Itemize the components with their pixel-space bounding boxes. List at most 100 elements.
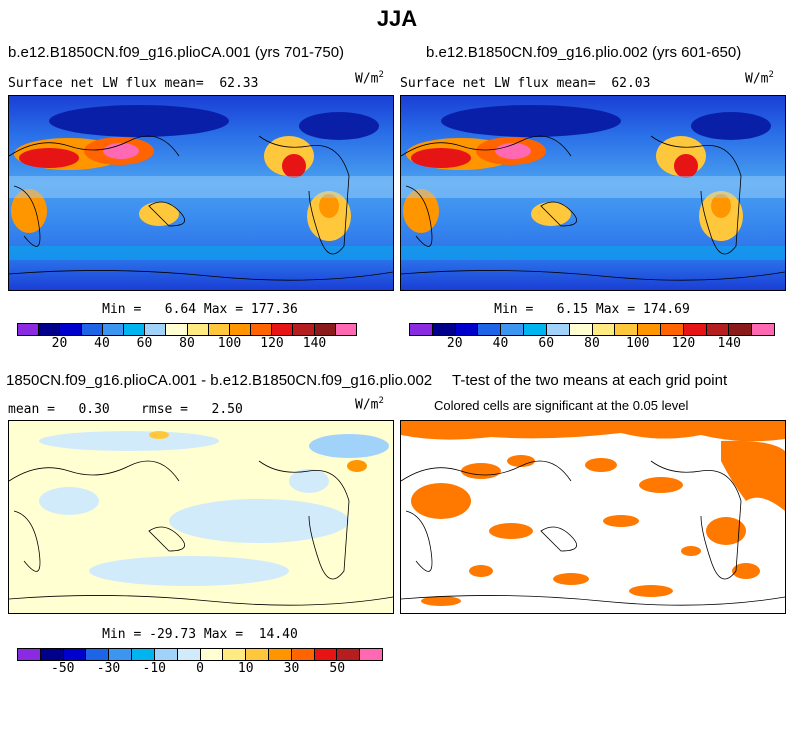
colorbar-swatch bbox=[246, 649, 269, 660]
colorbar-swatch bbox=[592, 324, 616, 335]
panel1-field bbox=[9, 96, 393, 290]
colorbar-tick-label: 120 bbox=[671, 336, 696, 351]
panel2-map bbox=[400, 95, 786, 291]
colorbar-swatch bbox=[314, 324, 336, 335]
panel1-colorbar-labels: 20 40 60 80 100 120 140 bbox=[17, 336, 357, 352]
colorbar-tick-label: 140 bbox=[717, 336, 741, 351]
panel1-title: b.e12.B1850CN.f09_g16.plioCA.001 (yrs 70… bbox=[8, 44, 345, 61]
colorbar-tick-label: 120 bbox=[260, 336, 284, 351]
colorbar-swatch bbox=[268, 649, 292, 660]
colorbar-swatch bbox=[81, 324, 103, 335]
colorbar-swatch bbox=[86, 649, 110, 660]
panel1-colorbar: 20 40 60 80 100 120 140 bbox=[17, 323, 357, 352]
colorbar-swatch bbox=[187, 324, 209, 335]
colorbar-swatch bbox=[60, 324, 82, 335]
panel4-map bbox=[400, 420, 786, 614]
colorbar-tick-label: 30 bbox=[283, 661, 300, 676]
colorbar-swatch bbox=[615, 324, 639, 335]
colorbar-swatch bbox=[432, 324, 456, 335]
colorbar-tick-label: -50 bbox=[51, 661, 75, 676]
colorbar-swatch bbox=[102, 324, 124, 335]
panel2-colorbar-labels: 20 40 60 80 100 120 140 bbox=[409, 336, 775, 352]
colorbar-swatch bbox=[18, 649, 41, 660]
colorbar-swatch bbox=[360, 649, 382, 660]
panel3-stats: mean = 0.30 rmse = 2.50 bbox=[8, 402, 243, 417]
colorbar-swatch bbox=[177, 649, 201, 660]
colorbar-swatch bbox=[293, 324, 315, 335]
panel1-minmax: Min = 6.64 Max = 177.36 bbox=[102, 302, 298, 317]
panel3-minmax: Min = -29.73 Max = 14.40 bbox=[102, 627, 298, 642]
colorbar-swatch bbox=[63, 649, 87, 660]
colorbar-swatch bbox=[200, 649, 224, 660]
colorbar-tick-label: 80 bbox=[584, 336, 600, 351]
colorbar-tick-label: 140 bbox=[302, 336, 327, 351]
panel2-field bbox=[401, 96, 785, 290]
panel3-title: 1850CN.f09_g16.plioCA.001 - b.e12.B1850C… bbox=[6, 372, 433, 389]
colorbar-tick-label: 100 bbox=[217, 336, 242, 351]
colorbar-swatch bbox=[109, 649, 133, 660]
colorbar-tick-label: 80 bbox=[179, 336, 195, 351]
colorbar-swatch bbox=[524, 324, 547, 335]
colorbar-swatch bbox=[229, 324, 252, 335]
colorbar-swatch bbox=[337, 649, 361, 660]
panel1-mean-label: Surface net LW flux mean= 62.33 bbox=[8, 76, 259, 91]
colorbar-swatch bbox=[251, 324, 273, 335]
colorbar-swatch bbox=[223, 649, 247, 660]
colorbar-tick-label: 0 bbox=[196, 661, 204, 676]
colorbar-tick-label: 20 bbox=[51, 336, 68, 351]
panel3-map bbox=[8, 420, 394, 614]
colorbar-swatch bbox=[638, 324, 661, 335]
colorbar-swatch bbox=[314, 649, 338, 660]
panel3-colorbar-swatches bbox=[17, 648, 383, 661]
panel2-mean-label: Surface net LW flux mean= 62.03 bbox=[400, 76, 651, 91]
colorbar-tick-label: 60 bbox=[136, 336, 153, 351]
colorbar-swatch bbox=[706, 324, 730, 335]
colorbar-swatch bbox=[546, 324, 570, 335]
colorbar-swatch bbox=[335, 324, 356, 335]
colorbar-swatch bbox=[569, 324, 593, 335]
panel2-minmax: Min = 6.15 Max = 174.69 bbox=[494, 302, 690, 317]
panel2-colorbar-swatches bbox=[409, 323, 775, 336]
panel1-colorbar-swatches bbox=[17, 323, 357, 336]
figure-title: JJA bbox=[376, 6, 418, 31]
colorbar-swatch bbox=[501, 324, 525, 335]
colorbar-swatch bbox=[39, 324, 61, 335]
panel2-colorbar: 20 40 60 80 100 120 140 bbox=[409, 323, 775, 352]
panel3-colorbar-labels: -50 -30 -10 0 10 30 50 bbox=[17, 661, 383, 677]
colorbar-tick-label: 50 bbox=[329, 661, 346, 676]
colorbar-tick-label: 100 bbox=[626, 336, 650, 351]
colorbar-swatch bbox=[478, 324, 502, 335]
colorbar-swatch bbox=[132, 649, 155, 660]
colorbar-swatch bbox=[166, 324, 188, 335]
colorbar-tick-label: 40 bbox=[492, 336, 509, 351]
colorbar-swatch bbox=[18, 324, 40, 335]
colorbar-tick-label: 40 bbox=[94, 336, 110, 351]
colorbar-swatch bbox=[145, 324, 167, 335]
colorbar-swatch bbox=[291, 649, 315, 660]
colorbar-swatch bbox=[208, 324, 230, 335]
colorbar-tick-label: 60 bbox=[538, 336, 555, 351]
colorbar-swatch bbox=[752, 324, 774, 335]
panel1-map bbox=[8, 95, 394, 291]
colorbar-swatch bbox=[660, 324, 684, 335]
panel2-units: W/m2 bbox=[745, 70, 774, 87]
panel3-colorbar: -50 -30 -10 0 10 30 50 bbox=[17, 648, 383, 677]
colorbar-swatch bbox=[123, 324, 146, 335]
colorbar-swatch bbox=[729, 324, 753, 335]
colorbar-swatch bbox=[154, 649, 178, 660]
colorbar-swatch bbox=[683, 324, 707, 335]
panel4-title: T-test of the two means at each grid poi… bbox=[452, 372, 728, 389]
panel3-units: W/m2 bbox=[355, 396, 384, 413]
colorbar-swatch bbox=[40, 649, 64, 660]
colorbar-tick-label: -10 bbox=[142, 661, 166, 676]
colorbar-swatch bbox=[272, 324, 294, 335]
colorbar-swatch bbox=[455, 324, 479, 335]
colorbar-tick-label: 10 bbox=[237, 661, 254, 676]
panel4-significance-note: Colored cells are significant at the 0.0… bbox=[434, 398, 689, 413]
colorbar-tick-label: 20 bbox=[446, 336, 463, 351]
panel3-field bbox=[9, 421, 393, 613]
panel2-title: b.e12.B1850CN.f09_g16.plio.002 (yrs 601-… bbox=[426, 44, 742, 61]
panel4-field bbox=[401, 421, 785, 613]
colorbar-swatch bbox=[410, 324, 433, 335]
panel1-units: W/m2 bbox=[355, 70, 384, 87]
